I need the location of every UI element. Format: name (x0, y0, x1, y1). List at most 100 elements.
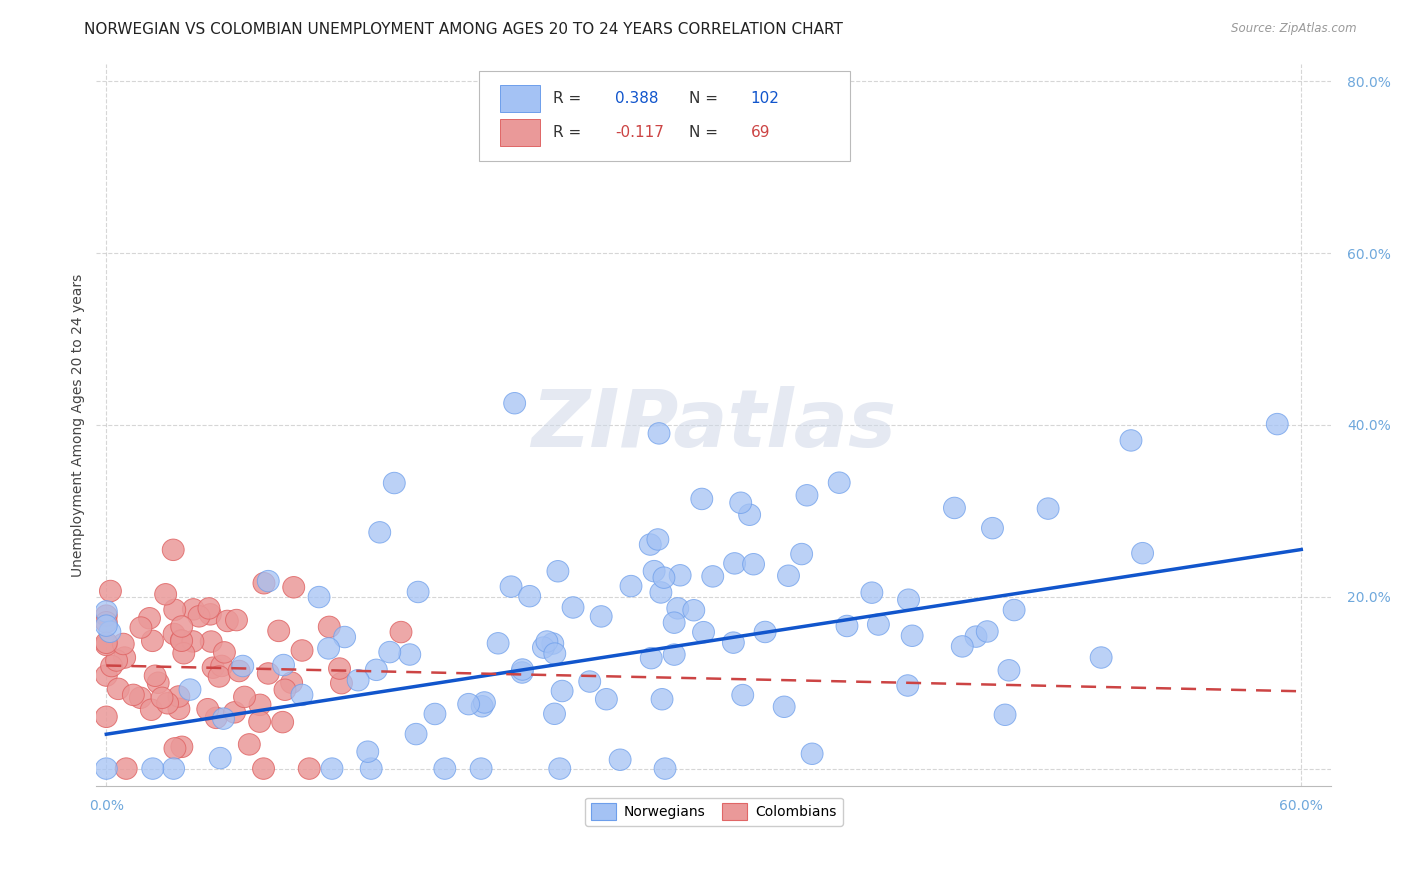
Ellipse shape (198, 598, 219, 619)
Ellipse shape (1002, 599, 1025, 621)
Ellipse shape (1038, 498, 1059, 519)
Ellipse shape (548, 758, 571, 780)
Ellipse shape (253, 758, 274, 780)
Ellipse shape (366, 659, 387, 681)
Ellipse shape (170, 615, 193, 637)
Ellipse shape (742, 554, 765, 575)
Text: 102: 102 (751, 91, 780, 106)
Ellipse shape (693, 622, 714, 643)
Ellipse shape (595, 689, 617, 710)
Ellipse shape (357, 741, 378, 763)
Ellipse shape (405, 723, 427, 745)
Ellipse shape (664, 644, 685, 665)
Ellipse shape (217, 610, 238, 632)
Ellipse shape (541, 632, 564, 654)
Ellipse shape (212, 708, 235, 730)
Ellipse shape (501, 576, 522, 598)
Ellipse shape (399, 644, 420, 665)
Ellipse shape (860, 582, 883, 603)
Ellipse shape (148, 672, 169, 693)
Ellipse shape (640, 648, 662, 669)
Ellipse shape (837, 615, 858, 637)
Ellipse shape (519, 585, 540, 607)
Ellipse shape (408, 582, 429, 603)
Ellipse shape (547, 560, 569, 582)
Ellipse shape (666, 598, 689, 619)
Ellipse shape (754, 621, 776, 643)
Ellipse shape (271, 712, 294, 733)
Ellipse shape (796, 484, 818, 506)
Ellipse shape (536, 631, 558, 652)
Ellipse shape (347, 670, 370, 691)
Ellipse shape (801, 743, 823, 764)
Ellipse shape (512, 659, 533, 681)
Ellipse shape (188, 606, 209, 627)
Text: -0.117: -0.117 (614, 125, 664, 140)
Ellipse shape (778, 565, 800, 586)
Ellipse shape (167, 686, 190, 707)
Text: Source: ZipAtlas.com: Source: ZipAtlas.com (1232, 22, 1357, 36)
Ellipse shape (274, 679, 295, 700)
Ellipse shape (114, 647, 135, 668)
Ellipse shape (96, 612, 117, 633)
Ellipse shape (96, 665, 117, 686)
Text: R =: R = (553, 91, 586, 106)
Ellipse shape (291, 684, 314, 706)
Ellipse shape (318, 638, 339, 659)
Ellipse shape (170, 630, 193, 651)
Ellipse shape (170, 630, 193, 651)
Text: ZIPatlas: ZIPatlas (531, 386, 896, 464)
Text: 0.388: 0.388 (614, 91, 658, 106)
Ellipse shape (651, 689, 673, 710)
Ellipse shape (389, 622, 412, 643)
Ellipse shape (318, 616, 340, 638)
Ellipse shape (96, 615, 117, 636)
Ellipse shape (308, 586, 330, 607)
Ellipse shape (211, 656, 232, 677)
Ellipse shape (579, 671, 600, 692)
Ellipse shape (474, 691, 495, 714)
Ellipse shape (96, 634, 117, 656)
Ellipse shape (239, 733, 260, 756)
Ellipse shape (702, 566, 724, 587)
Ellipse shape (1132, 542, 1153, 564)
Legend: Norwegians, Colombians: Norwegians, Colombians (585, 797, 842, 826)
Ellipse shape (994, 704, 1017, 725)
Text: 69: 69 (751, 125, 770, 140)
Ellipse shape (141, 699, 162, 721)
Ellipse shape (257, 663, 280, 684)
Ellipse shape (640, 533, 661, 556)
Ellipse shape (281, 672, 302, 693)
Ellipse shape (253, 573, 276, 594)
Ellipse shape (609, 749, 631, 771)
Ellipse shape (101, 656, 122, 677)
Ellipse shape (730, 492, 752, 514)
Ellipse shape (471, 696, 494, 717)
Ellipse shape (100, 581, 121, 602)
Ellipse shape (96, 600, 117, 622)
Ellipse shape (257, 570, 280, 592)
Ellipse shape (179, 679, 201, 700)
Ellipse shape (654, 758, 676, 780)
Ellipse shape (321, 758, 343, 780)
Ellipse shape (773, 696, 796, 717)
Ellipse shape (291, 640, 314, 661)
Ellipse shape (249, 694, 271, 715)
Ellipse shape (897, 589, 920, 610)
Ellipse shape (283, 576, 305, 598)
Ellipse shape (139, 607, 160, 629)
Ellipse shape (267, 620, 290, 641)
Ellipse shape (1267, 413, 1288, 434)
Ellipse shape (434, 758, 456, 780)
Ellipse shape (647, 529, 669, 550)
Ellipse shape (503, 392, 526, 414)
Ellipse shape (329, 657, 350, 680)
Ellipse shape (225, 609, 247, 631)
Ellipse shape (368, 522, 391, 543)
Ellipse shape (172, 736, 193, 757)
Ellipse shape (562, 597, 583, 618)
Ellipse shape (233, 686, 256, 707)
Ellipse shape (181, 631, 204, 652)
Ellipse shape (96, 758, 117, 780)
Ellipse shape (669, 565, 692, 586)
